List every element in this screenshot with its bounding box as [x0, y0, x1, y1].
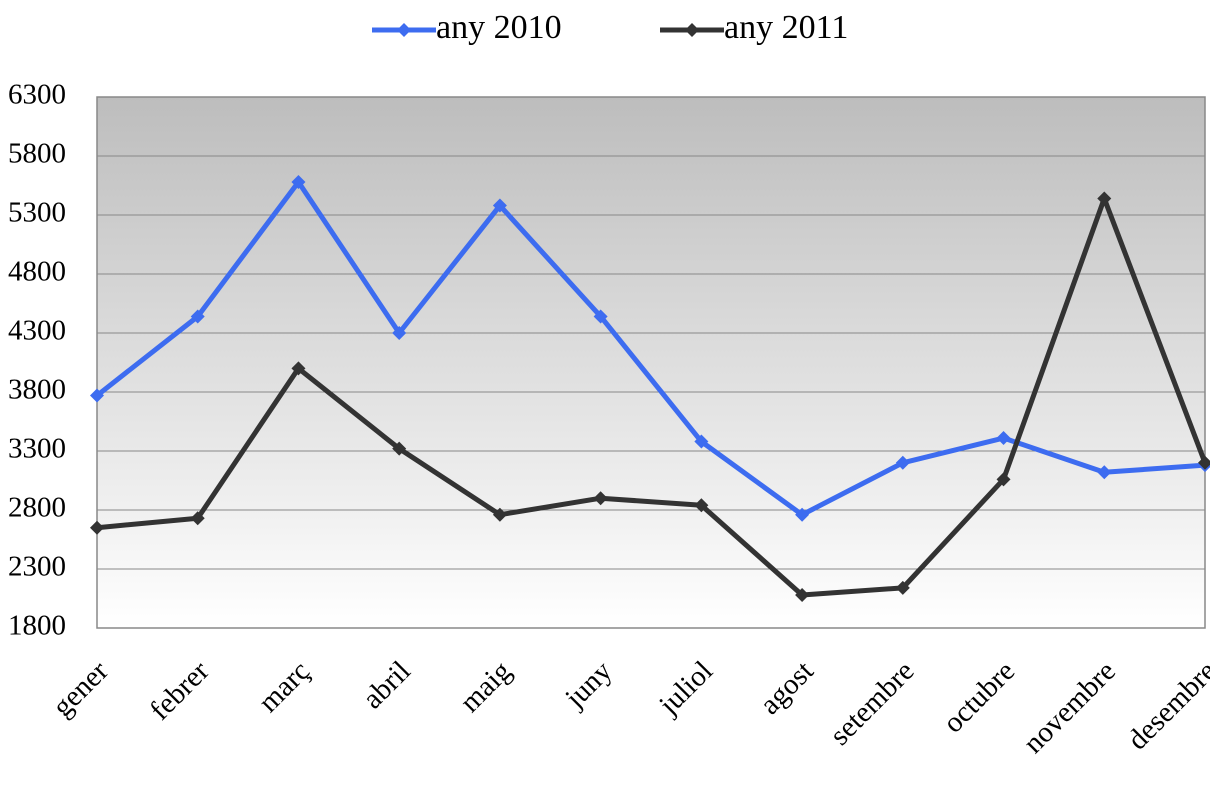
point-marker [795, 507, 810, 522]
y-tick-label: 3300 [8, 433, 66, 465]
y-tick-label: 1800 [8, 610, 66, 642]
point-marker [90, 520, 104, 535]
point-marker [392, 326, 407, 340]
point-marker [190, 511, 205, 526]
y-tick-label: 4300 [8, 315, 66, 347]
y-tick-label: 3800 [8, 374, 66, 406]
point-marker [895, 455, 910, 470]
point-marker [1198, 455, 1210, 470]
x-tick-label: març [252, 655, 316, 719]
point-marker [190, 309, 205, 324]
x-tick-label: juliol [652, 655, 719, 722]
x-tick-label: gener [46, 655, 114, 723]
y-tick-label: 2300 [8, 551, 66, 583]
x-tick-label: febrer [144, 655, 216, 727]
legend-marker [685, 23, 699, 37]
legend-label: any 2011 [724, 9, 848, 46]
point-marker [795, 587, 810, 602]
point-marker [492, 507, 507, 522]
x-tick-label: desembre [1121, 655, 1210, 756]
point-marker [694, 434, 709, 449]
y-tick-label: 2800 [8, 492, 66, 524]
plot-area [96, 96, 1206, 629]
point-marker [593, 491, 608, 506]
point-marker [593, 309, 608, 324]
y-tick-label: 5300 [8, 197, 66, 229]
x-tick-label: novembre [1017, 655, 1122, 760]
point-marker [90, 388, 104, 403]
x-tick-label: agost [754, 655, 820, 721]
point-marker [291, 361, 306, 376]
point-marker [1097, 465, 1112, 480]
series-line [95, 179, 1206, 518]
x-tick-label: maig [454, 655, 518, 719]
series-line [96, 195, 1208, 598]
legend-marker [397, 23, 411, 37]
point-marker [996, 431, 1011, 446]
point-marker [291, 174, 306, 189]
point-marker [1097, 191, 1112, 206]
x-tick-label: juny [558, 655, 618, 715]
y-tick-label: 4800 [8, 256, 66, 288]
x-tick-label: abril [357, 655, 417, 715]
point-marker [694, 498, 709, 513]
y-tick-label: 6300 [8, 79, 66, 111]
x-tick-label: setembre [824, 655, 921, 752]
legend-label: any 2010 [436, 9, 562, 46]
y-tick-label: 5800 [8, 138, 66, 170]
x-tick-label: octubre [937, 655, 1021, 739]
point-marker [492, 198, 507, 213]
point-marker [895, 580, 910, 595]
point-marker [996, 472, 1011, 487]
point-marker [392, 441, 407, 456]
